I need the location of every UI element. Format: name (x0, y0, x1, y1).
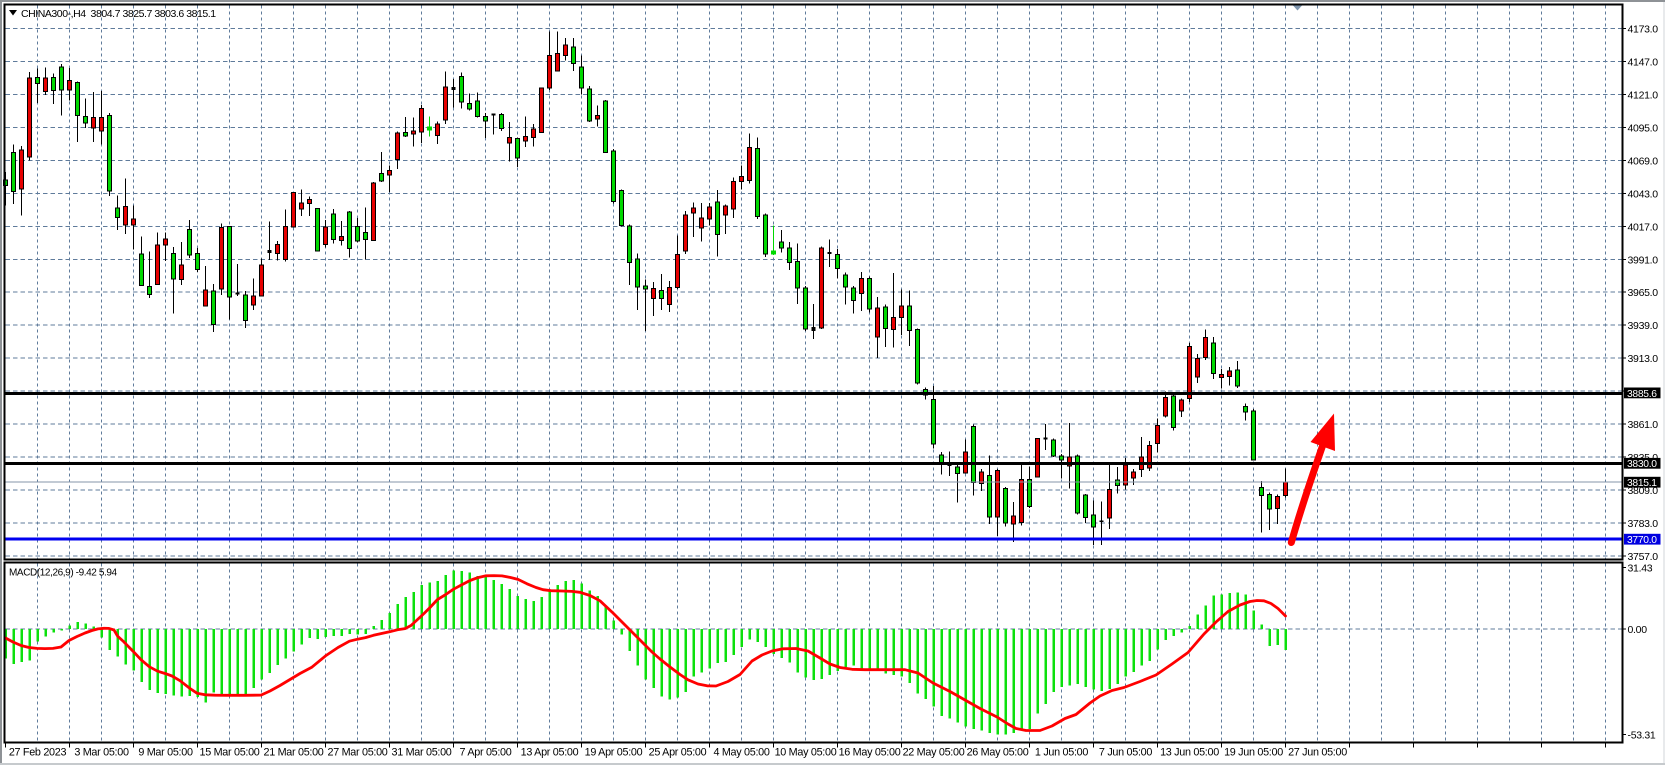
svg-text:3783.0: 3783.0 (1628, 518, 1659, 530)
svg-text:15 Mar 05:00: 15 Mar 05:00 (199, 747, 259, 759)
svg-text:4017.0: 4017.0 (1628, 221, 1659, 233)
svg-text:0.00: 0.00 (1628, 624, 1648, 636)
svg-text:22 May 05:00: 22 May 05:00 (903, 747, 965, 759)
svg-text:-53.31: -53.31 (1628, 730, 1656, 742)
svg-text:25 Apr 05:00: 25 Apr 05:00 (649, 747, 707, 759)
svg-text:CHINA300-,H4 3804.7 3825.7 38: CHINA300-,H4 3804.7 3825.7 3803.6 3815.1 (21, 8, 216, 20)
svg-text:3913.0: 3913.0 (1628, 353, 1659, 365)
svg-text:27 Jun 05:00: 27 Jun 05:00 (1288, 747, 1347, 759)
svg-text:31.43: 31.43 (1628, 563, 1653, 575)
svg-text:3991.0: 3991.0 (1628, 254, 1659, 266)
svg-text:3 Mar 05:00: 3 Mar 05:00 (74, 747, 129, 759)
svg-text:4043.0: 4043.0 (1628, 188, 1659, 200)
svg-text:3757.0: 3757.0 (1628, 551, 1659, 563)
svg-text:19 Apr 05:00: 19 Apr 05:00 (585, 747, 643, 759)
svg-text:3885.6: 3885.6 (1627, 389, 1657, 400)
svg-text:7 Apr 05:00: 7 Apr 05:00 (460, 747, 512, 759)
svg-text:16 May 05:00: 16 May 05:00 (839, 747, 901, 759)
svg-text:3939.0: 3939.0 (1628, 320, 1659, 332)
svg-text:26 May 05:00: 26 May 05:00 (967, 747, 1029, 759)
svg-text:13 Apr 05:00: 13 Apr 05:00 (521, 747, 579, 759)
svg-text:1 Jun 05:00: 1 Jun 05:00 (1035, 747, 1088, 759)
svg-text:3815.1: 3815.1 (1627, 478, 1657, 489)
svg-text:4121.0: 4121.0 (1628, 90, 1659, 102)
svg-text:31 Mar 05:00: 31 Mar 05:00 (391, 747, 451, 759)
svg-text:3809.0: 3809.0 (1628, 485, 1659, 497)
svg-text:13 Jun 05:00: 13 Jun 05:00 (1160, 747, 1219, 759)
svg-text:4147.0: 4147.0 (1628, 57, 1659, 69)
svg-text:4069.0: 4069.0 (1628, 155, 1659, 167)
svg-text:27 Mar 05:00: 27 Mar 05:00 (327, 747, 387, 759)
svg-text:3770.0: 3770.0 (1627, 535, 1657, 546)
svg-text:3965.0: 3965.0 (1628, 287, 1659, 299)
svg-text:3830.0: 3830.0 (1627, 459, 1657, 470)
svg-text:10 May 05:00: 10 May 05:00 (775, 747, 837, 759)
svg-text:7 Jun 05:00: 7 Jun 05:00 (1099, 747, 1152, 759)
svg-text:21 Mar 05:00: 21 Mar 05:00 (263, 747, 323, 759)
svg-text:MACD(12,26,9) -9.42 5.94: MACD(12,26,9) -9.42 5.94 (9, 568, 118, 579)
svg-text:27 Feb 2023: 27 Feb 2023 (9, 747, 67, 759)
svg-text:4095.0: 4095.0 (1628, 122, 1659, 134)
svg-text:19 Jun 05:00: 19 Jun 05:00 (1224, 747, 1283, 759)
svg-text:4 May 05:00: 4 May 05:00 (713, 747, 769, 759)
svg-text:4173.0: 4173.0 (1628, 24, 1659, 36)
svg-text:9 Mar 05:00: 9 Mar 05:00 (138, 747, 193, 759)
svg-text:3861.0: 3861.0 (1628, 419, 1659, 431)
